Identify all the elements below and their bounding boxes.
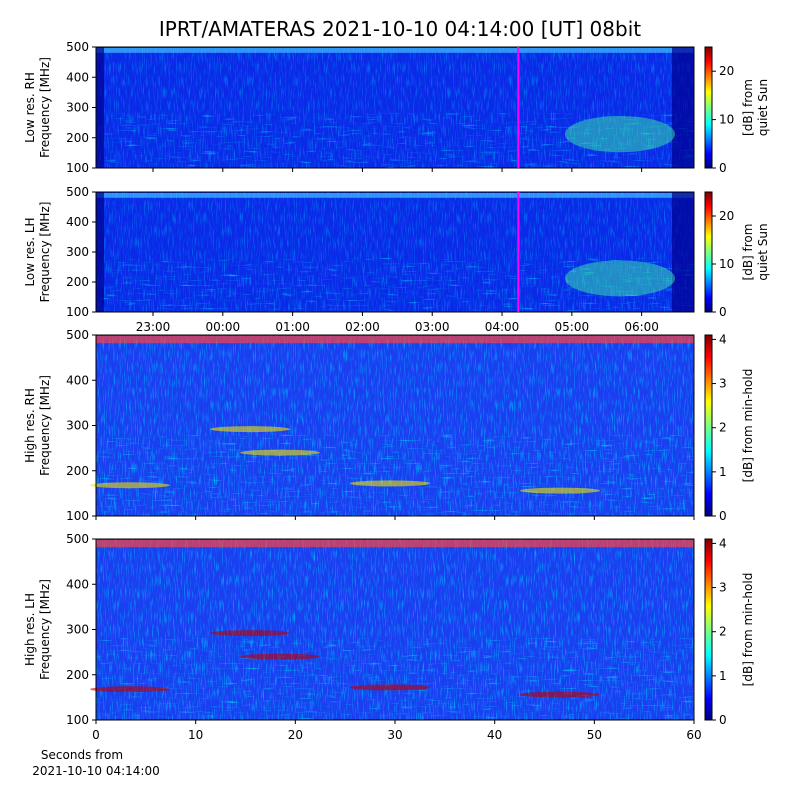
edge-left bbox=[96, 192, 104, 312]
y-tick-label: 200 bbox=[66, 668, 89, 682]
colorbar bbox=[704, 538, 713, 721]
x-tick-label: 00:00 bbox=[206, 320, 241, 334]
colorbar-tick-label: 2 bbox=[719, 421, 727, 435]
figure-title: IPRT/AMATERAS 2021-10-10 04:14:00 [UT] 0… bbox=[159, 17, 641, 41]
x-tick-label: 40 bbox=[487, 728, 502, 742]
y-tick-label: 300 bbox=[66, 623, 89, 637]
colorbar-tick-label: 0 bbox=[719, 161, 727, 175]
y-tick-label: 200 bbox=[66, 131, 89, 145]
y-tick-label: 400 bbox=[66, 215, 89, 229]
y-tick-label: 200 bbox=[66, 464, 89, 478]
x-tick-label: 10 bbox=[188, 728, 203, 742]
y-tick-label: 500 bbox=[66, 532, 89, 546]
top-band bbox=[96, 48, 694, 53]
burst bbox=[350, 684, 430, 691]
colorbar-tick-label: 3 bbox=[719, 581, 727, 595]
burst-region bbox=[565, 115, 675, 153]
x-tick-label: 23:00 bbox=[136, 320, 171, 334]
colorbar bbox=[704, 191, 713, 313]
colorbar-tick-label: 10 bbox=[719, 113, 734, 127]
x-tick-label: 06:00 bbox=[624, 320, 659, 334]
spectrogram-streaks bbox=[96, 113, 694, 168]
edge-right bbox=[672, 192, 694, 312]
colorbar-label: [dB] from min-hold bbox=[741, 573, 755, 687]
edge-left bbox=[96, 47, 104, 168]
burst-region bbox=[565, 260, 675, 297]
y-tick-label: 100 bbox=[66, 305, 89, 319]
colorbar bbox=[704, 334, 713, 517]
y-axis-label: High res. RH bbox=[23, 388, 37, 463]
colorbar-tick-label: 1 bbox=[719, 465, 727, 479]
y-axis-label: Frequency [MHz] bbox=[38, 375, 52, 476]
y-tick-label: 400 bbox=[66, 70, 89, 84]
y-axis-label: Frequency [MHz] bbox=[38, 579, 52, 680]
colorbar-tick-label: 0 bbox=[719, 509, 727, 523]
spectrogram-streaks bbox=[96, 258, 694, 312]
colorbar-label: [dB] from bbox=[741, 79, 755, 136]
colorbar-tick-label: 10 bbox=[719, 257, 734, 271]
y-tick-label: 300 bbox=[66, 419, 89, 433]
burst bbox=[210, 630, 290, 637]
y-tick-label: 200 bbox=[66, 275, 89, 289]
colorbar-tick-label: 1 bbox=[719, 669, 727, 683]
x-tick-label: 20 bbox=[288, 728, 303, 742]
colorbar bbox=[704, 46, 713, 169]
y-tick-label: 300 bbox=[66, 101, 89, 115]
burst bbox=[90, 686, 170, 693]
y-tick-label: 100 bbox=[66, 161, 89, 175]
y-axis-label: High res. LH bbox=[23, 593, 37, 666]
colorbar-tick-label: 0 bbox=[719, 713, 727, 727]
x-tick-label: 04:00 bbox=[485, 320, 520, 334]
burst bbox=[210, 426, 290, 433]
colorbar-tick-label: 4 bbox=[719, 332, 727, 346]
burst bbox=[240, 653, 320, 660]
x-tick-label: 50 bbox=[587, 728, 602, 742]
colorbar-label: quiet Sun bbox=[756, 223, 770, 280]
colorbar-label: [dB] from bbox=[741, 224, 755, 281]
colorbar-tick-label: 3 bbox=[719, 377, 727, 391]
x-tick-label: 0 bbox=[92, 728, 100, 742]
x-axis-label: 2021-10-10 04:14:00 bbox=[32, 764, 159, 778]
x-tick-label: 60 bbox=[686, 728, 701, 742]
x-tick-label: 01:00 bbox=[275, 320, 310, 334]
top-band bbox=[96, 336, 694, 344]
x-tick-label: 03:00 bbox=[415, 320, 450, 334]
spectrogram-streaks bbox=[96, 434, 694, 516]
x-tick-label: 02:00 bbox=[345, 320, 380, 334]
colorbar-label: [dB] from min-hold bbox=[741, 369, 755, 483]
y-tick-label: 400 bbox=[66, 373, 89, 387]
x-tick-label: 05:00 bbox=[555, 320, 590, 334]
burst bbox=[90, 482, 170, 489]
y-axis-label: Frequency [MHz] bbox=[38, 57, 52, 158]
spectrogram-streaks bbox=[96, 638, 694, 720]
colorbar-tick-label: 20 bbox=[719, 64, 734, 78]
y-tick-label: 500 bbox=[66, 328, 89, 342]
y-axis-label: Low res. RH bbox=[23, 72, 37, 143]
y-tick-label: 100 bbox=[66, 509, 89, 523]
burst bbox=[240, 449, 320, 456]
burst bbox=[520, 691, 600, 698]
y-tick-label: 400 bbox=[66, 577, 89, 591]
edge-right bbox=[672, 47, 694, 168]
colorbar-tick-label: 20 bbox=[719, 209, 734, 223]
colorbar-label: quiet Sun bbox=[756, 79, 770, 136]
colorbar-tick-label: 4 bbox=[719, 536, 727, 550]
y-tick-label: 500 bbox=[66, 40, 89, 54]
y-axis-label: Frequency [MHz] bbox=[38, 202, 52, 303]
colorbar-tick-label: 0 bbox=[719, 305, 727, 319]
y-tick-label: 300 bbox=[66, 245, 89, 259]
y-tick-label: 100 bbox=[66, 713, 89, 727]
burst bbox=[350, 480, 430, 487]
x-axis-label: Seconds from bbox=[41, 748, 123, 762]
x-tick-label: 30 bbox=[387, 728, 402, 742]
y-tick-label: 500 bbox=[66, 185, 89, 199]
y-axis-label: Low res. LH bbox=[23, 217, 37, 286]
burst bbox=[520, 487, 600, 494]
top-band bbox=[96, 540, 694, 548]
top-band bbox=[96, 193, 694, 198]
colorbar-tick-label: 2 bbox=[719, 625, 727, 639]
